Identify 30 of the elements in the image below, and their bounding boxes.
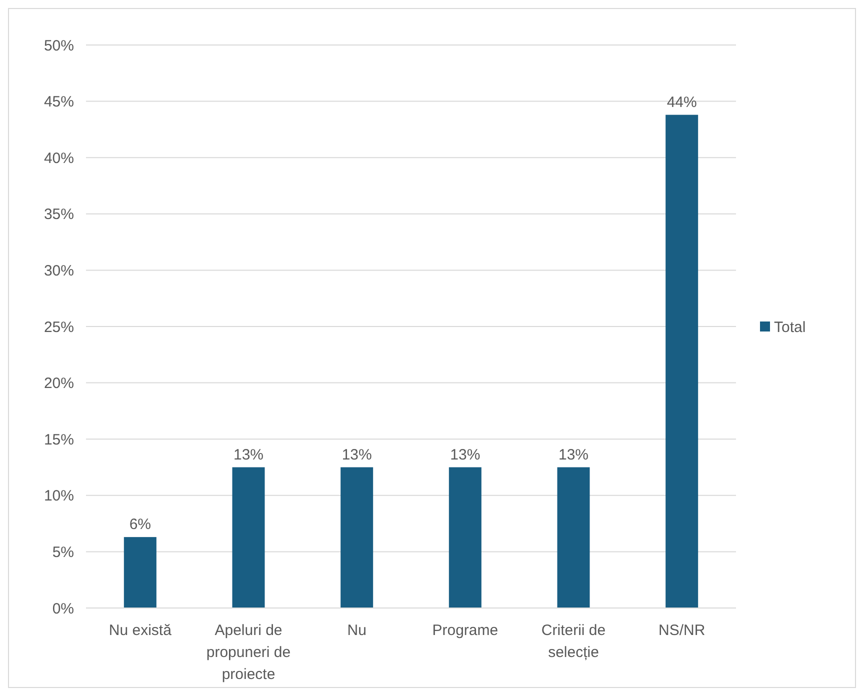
x-tick-label: Nu există	[108, 622, 172, 639]
y-tick-label: 35%	[44, 206, 74, 224]
legend-label: Total	[774, 318, 806, 336]
y-tick-label: 45%	[44, 94, 74, 111]
bar	[340, 467, 374, 608]
y-tick-label: 0%	[52, 600, 74, 618]
x-tick-label: Apeluri de propuneri de proiecte	[206, 622, 291, 683]
x-tick-label: Programe	[432, 622, 498, 639]
bar	[448, 467, 482, 608]
x-tick-label: Nu	[347, 622, 366, 639]
data-label: 13%	[558, 446, 589, 464]
data-label: 6%	[129, 516, 152, 534]
bar	[666, 114, 698, 608]
y-tick-label: 40%	[44, 150, 74, 167]
data-label: 13%	[450, 446, 480, 464]
data-label: 13%	[233, 446, 264, 464]
data-label: 44%	[666, 94, 697, 111]
y-tick-label: 5%	[52, 544, 74, 561]
x-tick-label: Criterii de selecție	[541, 622, 606, 661]
y-tick-label: 20%	[44, 375, 74, 392]
y-tick-label: 50%	[44, 37, 74, 54]
data-label: 13%	[342, 446, 372, 464]
bar	[124, 537, 156, 608]
y-tick-label: 25%	[44, 318, 74, 336]
bar	[232, 467, 265, 608]
x-tick-label: NS/NR	[658, 622, 706, 639]
y-tick-label: 30%	[44, 262, 74, 280]
y-tick-label: 10%	[44, 488, 74, 505]
bar	[557, 467, 590, 608]
y-tick-label: 15%	[44, 431, 74, 448]
